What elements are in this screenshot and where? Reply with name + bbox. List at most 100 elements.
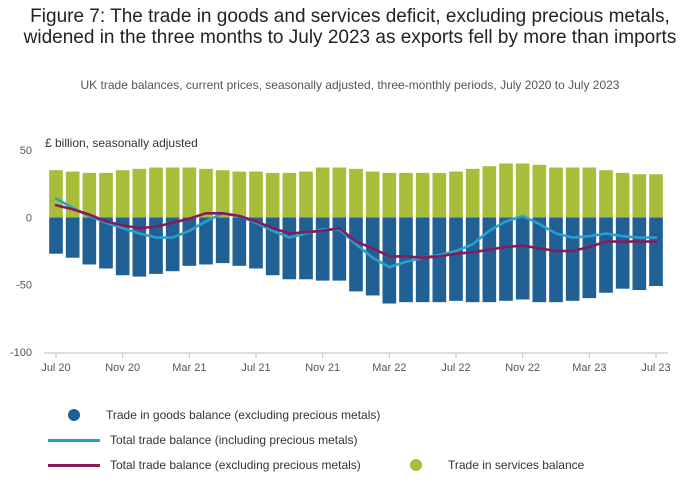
- x-tick-label: Nov 20: [105, 362, 140, 374]
- y-tick-label: -100: [10, 347, 32, 359]
- bar-services: [615, 172, 630, 218]
- bar-goods: [282, 217, 297, 280]
- bar-services: [365, 171, 380, 218]
- x-axis: Jul 20 Nov 20 Mar 21 Jul 21 Nov 21 Mar 22 Jul …: [41, 352, 671, 374]
- bar-services: [399, 172, 413, 218]
- bar-goods: [149, 217, 163, 274]
- bar-services: [232, 171, 247, 218]
- bar-services: [465, 168, 480, 218]
- legend-item-services: Trade in services balance: [410, 458, 584, 472]
- legend-item-total-incl: Total trade balance (including precious …: [48, 433, 357, 447]
- bar-services: [149, 167, 163, 218]
- x-tick-label: Jul 21: [241, 362, 270, 374]
- bar-goods: [65, 217, 80, 258]
- legend-label-total-incl: Total trade balance (including precious …: [110, 433, 358, 447]
- bar-services: [649, 174, 663, 218]
- bar-services: [515, 163, 530, 218]
- chart-subtitle: UK trade balances, current prices, seaso…: [80, 78, 620, 92]
- bar-services: [182, 167, 197, 218]
- bar-services: [282, 172, 297, 218]
- bar-services: [565, 167, 580, 218]
- bar-goods: [465, 217, 480, 303]
- bar-goods: [349, 217, 363, 292]
- bar-goods: [382, 217, 397, 304]
- bar-services: [215, 170, 230, 218]
- bar-services: [82, 172, 97, 218]
- y-tick-label: 0: [26, 212, 32, 224]
- bar-goods: [82, 217, 97, 265]
- x-tick-label: Jul 20: [41, 362, 70, 374]
- bar-services: [99, 172, 113, 218]
- bar-services: [549, 167, 563, 218]
- x-tick-label: Nov 22: [505, 362, 540, 374]
- bar-services: [49, 170, 63, 218]
- bar-services: [382, 172, 397, 218]
- bar-goods: [632, 217, 647, 291]
- bar-goods: [499, 217, 513, 301]
- bar-goods: [599, 217, 613, 293]
- lines-group: [54, 197, 658, 269]
- bar-services: [165, 167, 180, 218]
- legend-swatch-total-incl: [48, 438, 100, 442]
- bar-goods: [182, 217, 197, 266]
- bar-services: [532, 164, 547, 218]
- bar-services: [482, 166, 497, 218]
- bar-goods: [399, 217, 413, 303]
- bar-goods: [549, 217, 563, 303]
- bar-services: [349, 168, 363, 218]
- bar-goods: [615, 217, 630, 289]
- bars-group: [49, 163, 663, 304]
- bar-services: [265, 172, 280, 218]
- legend-label-total-excl: Total trade balance (excluding precious …: [110, 458, 361, 472]
- chart-plot: £ billion, seasonally adjusted 50 0 -50 -10…: [10, 136, 671, 374]
- bar-services: [199, 168, 213, 218]
- y-tick-label: -50: [16, 280, 32, 292]
- bar-goods: [532, 217, 547, 303]
- bar-goods: [582, 217, 597, 299]
- x-tick-label: Mar 22: [372, 362, 406, 374]
- legend-item-total-excl: Total trade balance (excluding precious …: [48, 458, 361, 472]
- x-tick-label: Jul 22: [441, 362, 470, 374]
- x-tick-label: Jul 23: [641, 362, 670, 374]
- bar-goods: [232, 217, 247, 266]
- bar-goods: [215, 217, 230, 264]
- legend: Trade in goods balance (excluding precio…: [0, 400, 700, 500]
- bar-goods: [115, 217, 130, 276]
- bar-services: [582, 167, 597, 218]
- bar-services: [449, 171, 463, 218]
- legend-swatch-services: [410, 459, 422, 471]
- bar-services: [332, 167, 347, 218]
- bar-services: [249, 171, 263, 218]
- chart-title: Figure 7: The trade in goods and service…: [23, 6, 677, 48]
- legend-label-services: Trade in services balance: [448, 458, 585, 472]
- bar-goods: [649, 217, 663, 287]
- legend-swatch-goods: [68, 409, 80, 421]
- bar-services: [499, 163, 513, 218]
- bar-services: [132, 168, 147, 218]
- bar-services: [299, 171, 313, 218]
- y-axis-unit-label: £ billion, seasonally adjusted: [45, 136, 198, 150]
- legend-item-goods: Trade in goods balance (excluding precio…: [68, 408, 380, 422]
- legend-label-goods: Trade in goods balance (excluding precio…: [106, 408, 381, 422]
- bar-goods: [99, 217, 113, 269]
- bar-services: [415, 172, 430, 218]
- bar-services: [599, 170, 613, 218]
- bar-services: [432, 172, 447, 218]
- bar-goods: [449, 217, 463, 301]
- x-tick-label: Nov 21: [305, 362, 340, 374]
- bar-services: [315, 167, 330, 218]
- y-axis: 50 0 -50 -100: [10, 145, 32, 359]
- bar-goods: [199, 217, 213, 265]
- y-tick-label: 50: [20, 145, 32, 157]
- legend-swatch-total-excl: [48, 463, 100, 467]
- line-total-incl: [54, 197, 658, 269]
- bar-goods: [565, 217, 580, 301]
- bar-goods: [482, 217, 497, 303]
- bar-goods: [432, 217, 447, 303]
- bar-goods: [315, 217, 330, 281]
- bar-goods: [165, 217, 180, 272]
- bar-goods: [49, 217, 63, 254]
- bar-goods: [299, 217, 313, 280]
- x-tick-label: Mar 21: [172, 362, 206, 374]
- bar-services: [115, 170, 130, 218]
